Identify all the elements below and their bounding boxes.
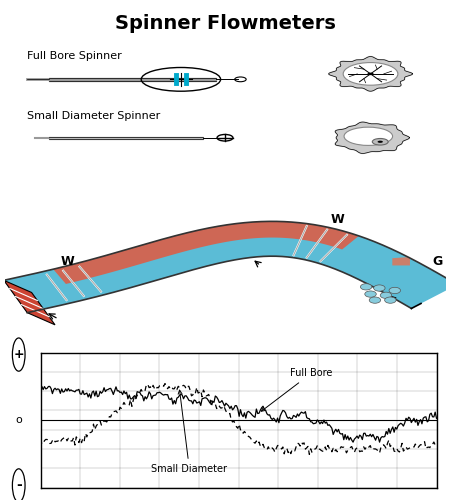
Text: RPS: RPS bbox=[0, 410, 2, 430]
Text: Spinner Flowmeters: Spinner Flowmeters bbox=[115, 14, 335, 32]
Text: W: W bbox=[331, 212, 345, 226]
Circle shape bbox=[369, 297, 381, 304]
Text: W: W bbox=[61, 255, 75, 268]
Text: o: o bbox=[15, 415, 22, 425]
Text: Full Bore: Full Bore bbox=[261, 368, 333, 411]
Polygon shape bbox=[4, 222, 450, 312]
Polygon shape bbox=[335, 122, 410, 154]
Circle shape bbox=[385, 297, 396, 304]
Circle shape bbox=[389, 288, 400, 294]
Ellipse shape bbox=[344, 127, 392, 146]
Polygon shape bbox=[328, 56, 412, 91]
Text: -: - bbox=[16, 478, 22, 492]
Text: +: + bbox=[14, 348, 24, 361]
Circle shape bbox=[343, 62, 398, 85]
Polygon shape bbox=[392, 257, 410, 266]
Circle shape bbox=[360, 284, 372, 290]
Circle shape bbox=[365, 291, 376, 297]
Circle shape bbox=[374, 285, 385, 291]
Polygon shape bbox=[53, 222, 359, 284]
Text: Full Bore Spinner: Full Bore Spinner bbox=[27, 50, 122, 60]
Circle shape bbox=[380, 292, 392, 298]
Circle shape bbox=[368, 72, 374, 75]
Polygon shape bbox=[4, 280, 55, 325]
Text: Small Diameter: Small Diameter bbox=[151, 390, 227, 474]
Text: G: G bbox=[432, 255, 442, 268]
Text: Small Diameter Spinner: Small Diameter Spinner bbox=[27, 111, 160, 121]
Circle shape bbox=[372, 138, 388, 145]
Circle shape bbox=[378, 140, 383, 143]
